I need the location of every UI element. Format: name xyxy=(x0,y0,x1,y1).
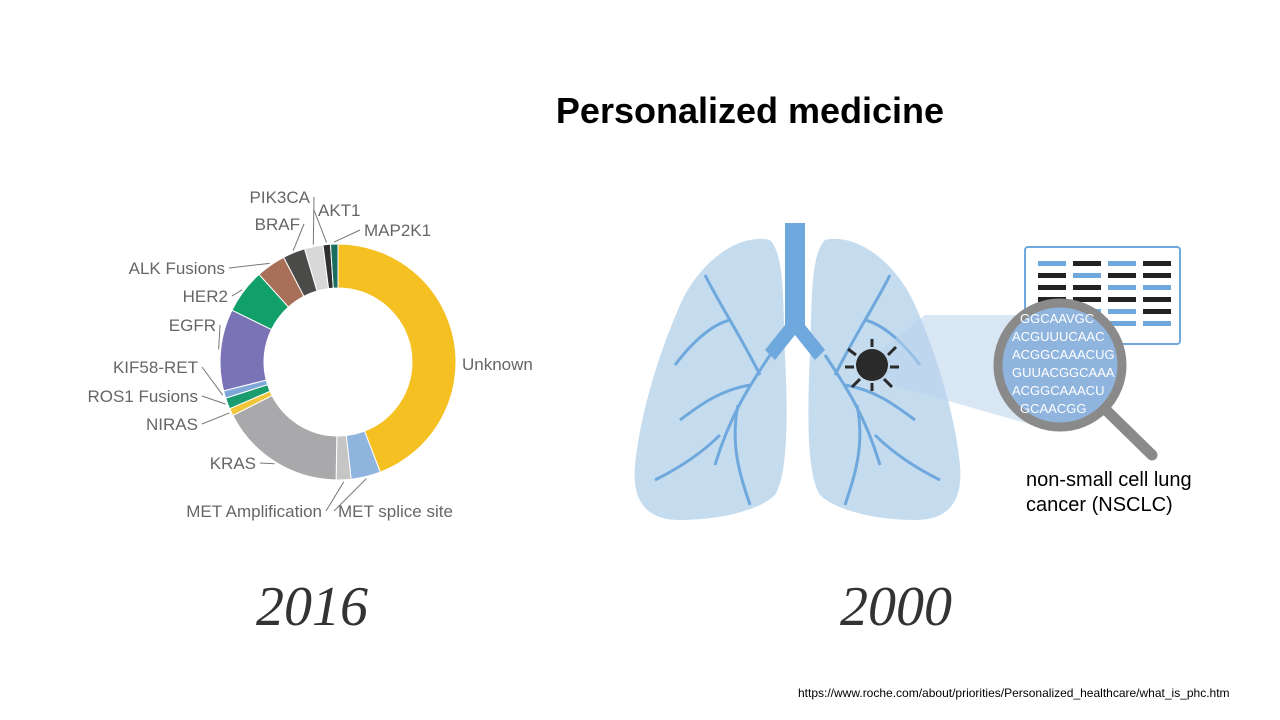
label-kras: KRAS xyxy=(210,454,256,473)
label-pik3ca: PIK3CA xyxy=(250,188,311,207)
label-her2: HER2 xyxy=(183,287,228,306)
bronchi xyxy=(654,274,941,506)
dna-line: ACGGCAAACU xyxy=(1012,383,1104,398)
label-ros1-fusions: ROS1 Fusions xyxy=(87,387,198,406)
leader-line-alk-fusions xyxy=(228,262,270,269)
leader-line-her2 xyxy=(231,289,243,297)
label-egfr: EGFR xyxy=(169,316,216,335)
label-map2k1: MAP2K1 xyxy=(364,221,431,240)
gel-band xyxy=(1073,273,1101,278)
label-akt1: AKT1 xyxy=(318,201,361,220)
leader-line-kras xyxy=(259,462,275,465)
gel-band xyxy=(1108,273,1136,278)
leader-line-ros1-fusions xyxy=(201,395,226,405)
leader-line-niras xyxy=(201,412,230,425)
gel-band xyxy=(1143,273,1171,278)
dna-sequence-text: GGCAAVGC ACGUUUCAAC ACGGCAAACUG GUUACGGCAAA… xyxy=(1012,311,1115,416)
gel-band xyxy=(1073,261,1101,266)
gel-band xyxy=(1108,261,1136,266)
gel-band xyxy=(1108,297,1136,302)
year-2000: 2000 xyxy=(840,576,952,638)
gel-band xyxy=(1108,285,1136,290)
lung-illustration: GGCAAVGC ACGUUUCAAC ACGGCAAACUG GUUACGGCAAA… xyxy=(634,223,1181,520)
gel-band xyxy=(1143,261,1171,266)
nsclc-caption: non-small cell lung cancer (NSCLC) xyxy=(1026,468,1226,518)
source-url: https://www.roche.com/about/priorities/P… xyxy=(798,686,1230,700)
leader-line-pik3ca xyxy=(312,196,315,245)
year-2016: 2016 xyxy=(256,576,368,638)
gel-band xyxy=(1143,309,1171,314)
gel-band xyxy=(1143,297,1171,302)
leader-line-met-amplification xyxy=(325,481,345,512)
caption-line-2: cancer (NSCLC) xyxy=(1026,494,1173,516)
dna-line: GCAACGG xyxy=(1020,401,1086,416)
gel-band xyxy=(1108,309,1136,314)
gel-band xyxy=(1038,273,1066,278)
label-kif58-ret: KIF58-RET xyxy=(113,358,198,377)
dna-line: ACGUUUCAAC xyxy=(1012,329,1104,344)
leader-line-map2k1 xyxy=(333,229,361,243)
label-alk-fusions: ALK Fusions xyxy=(129,259,225,278)
leader-line-kif58-ret xyxy=(201,366,224,396)
label-niras: NIRAS xyxy=(146,415,198,434)
slice-unknown xyxy=(337,243,457,473)
gel-band xyxy=(1038,261,1066,266)
dna-line: ACGGCAAACUG xyxy=(1012,347,1115,362)
label-unknown: Unknown xyxy=(462,355,533,374)
page-title: Personalized medicine xyxy=(555,90,945,131)
gel-band xyxy=(1143,285,1171,290)
gel-band xyxy=(1143,321,1171,326)
tumor xyxy=(845,339,899,391)
gel-band xyxy=(1073,285,1101,290)
caption-line-1: non-small cell lung xyxy=(1026,469,1192,491)
slice-map2k1 xyxy=(329,243,339,289)
leader-line-braf xyxy=(292,223,305,251)
leader-line-akt1 xyxy=(313,209,328,243)
leader-line-met-splice-site xyxy=(333,478,367,512)
gel-band xyxy=(1073,297,1101,302)
dna-line: GUUACGGCAAA xyxy=(1012,365,1115,380)
gel-band xyxy=(1038,285,1066,290)
trachea xyxy=(765,223,825,360)
dna-line: GGCAAVGC xyxy=(1020,311,1094,326)
left-lung xyxy=(634,238,787,520)
label-met-amplification: MET Amplification xyxy=(186,502,322,521)
magnifier-icon: GGCAAVGC ACGUUUCAAC ACGGCAAACUG GUUACGGCAAA… xyxy=(993,298,1158,461)
leader-line-egfr xyxy=(218,324,221,350)
label-braf: BRAF xyxy=(255,215,300,234)
donut-chart: Unknown MET splice site MET Amplification K… xyxy=(87,188,533,521)
label-met-splice-site: MET splice site xyxy=(338,502,453,521)
gel-band xyxy=(1108,321,1136,326)
